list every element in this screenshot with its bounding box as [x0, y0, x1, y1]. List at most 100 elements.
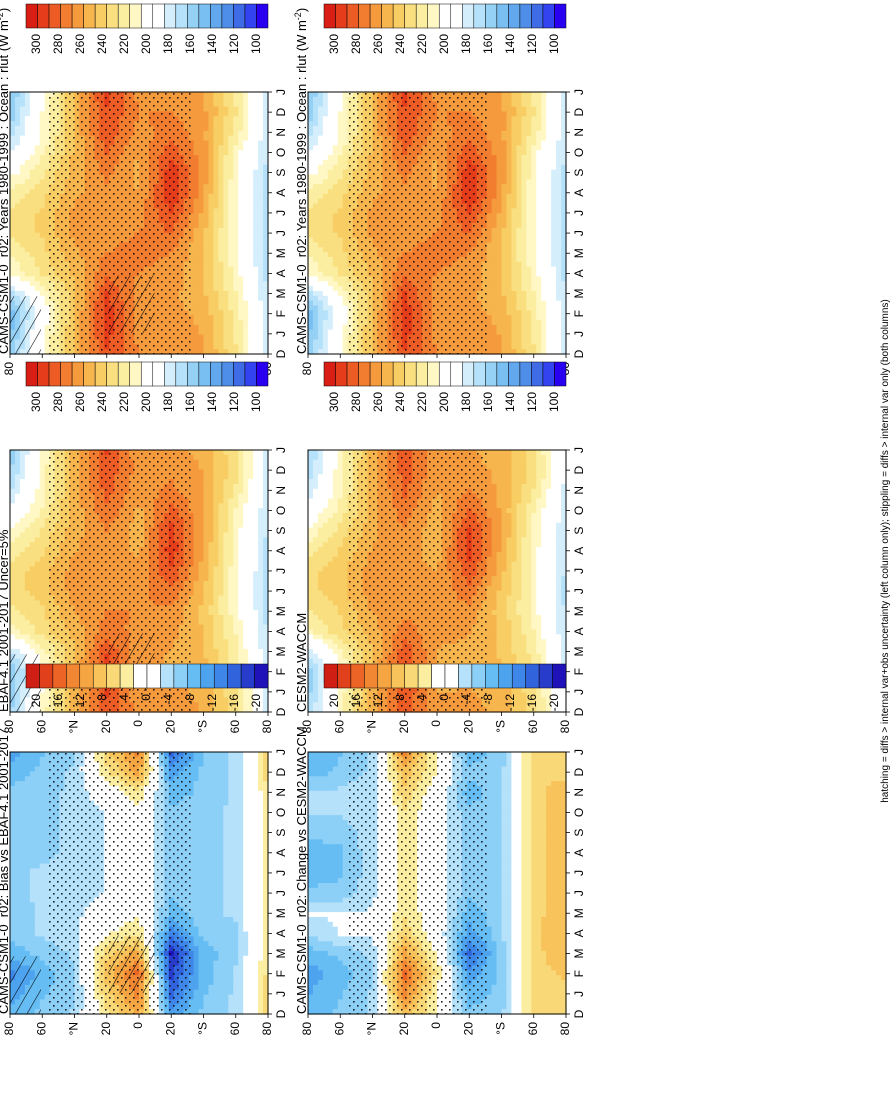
heatmap-cell	[243, 325, 249, 330]
heatmap-cell	[233, 330, 239, 335]
heatmap-cell	[497, 223, 503, 228]
heatmap-cell	[333, 131, 339, 136]
heatmap-cell	[258, 218, 264, 223]
heatmap-cell	[497, 116, 503, 121]
heatmap-cell	[333, 160, 339, 165]
heatmap-cell	[25, 291, 31, 296]
heatmap-cell	[313, 121, 319, 126]
heatmap-cell	[313, 155, 319, 160]
heatmap-cell	[333, 339, 339, 344]
heatmap-cell	[223, 233, 229, 238]
heatmap-cell	[258, 272, 264, 277]
panel-title-end: )	[0, 8, 11, 12]
heatmap-cell	[238, 330, 244, 335]
heatmap-cell	[492, 228, 498, 233]
heatmap-cell	[204, 92, 210, 97]
heatmap-cell	[30, 170, 36, 175]
heatmap-cell	[223, 136, 229, 141]
heatmap-cell	[338, 276, 344, 281]
heatmap-cell	[213, 155, 219, 160]
heatmap-cell	[20, 126, 26, 131]
heatmap-cell	[323, 184, 329, 189]
heatmap-cell	[243, 339, 249, 344]
heatmap-cell	[194, 150, 200, 155]
heatmap-cell	[20, 247, 26, 252]
heatmap-cell	[323, 315, 329, 320]
heatmap-cell	[338, 301, 344, 306]
heatmap-cell	[30, 267, 36, 272]
heatmap-cell	[323, 296, 329, 301]
heatmap-cell	[228, 238, 234, 243]
heatmap-cell	[492, 194, 498, 199]
heatmap-cell	[238, 257, 244, 262]
heatmap-cell	[238, 320, 244, 325]
heatmap-cell	[328, 179, 334, 184]
colorbar-swatch	[256, 4, 268, 28]
heatmap-cell	[204, 111, 210, 116]
heatmap-cell	[253, 131, 259, 136]
heatmap-cell	[258, 136, 264, 141]
heatmap-cell	[40, 208, 46, 213]
heatmap-cell	[213, 126, 219, 131]
heatmap-cell	[492, 344, 498, 349]
heatmap-cell	[338, 257, 344, 262]
heatmap-cell	[194, 184, 200, 189]
colorbar-swatch	[233, 4, 245, 28]
heatmap-cell	[258, 204, 264, 209]
heatmap-cell	[243, 102, 249, 107]
heatmap-cell	[248, 184, 254, 189]
heatmap-cell	[313, 218, 319, 223]
heatmap-cell	[258, 257, 264, 262]
heatmap-cell	[204, 301, 210, 306]
heatmap-cell	[228, 150, 234, 155]
heatmap-cell	[208, 228, 214, 233]
heatmap-cell	[258, 199, 264, 204]
heatmap-cell	[223, 276, 229, 281]
heatmap-cell	[199, 242, 205, 247]
heatmap-cell	[30, 247, 36, 252]
heatmap-cell	[223, 111, 229, 116]
colorbar-swatch	[222, 4, 234, 28]
heatmap-cell	[313, 150, 319, 155]
heatmap-cell	[213, 199, 219, 204]
heatmap-cell	[238, 141, 244, 146]
heatmap-cell	[323, 97, 329, 102]
heatmap-cell	[243, 170, 249, 175]
heatmap-cell	[323, 223, 329, 228]
heatmap-cell	[253, 276, 259, 281]
heatmap-cell	[204, 325, 210, 330]
heatmap-cell	[213, 339, 219, 344]
heatmap-cell	[30, 199, 36, 204]
heatmap-cell	[243, 165, 249, 170]
heatmap-cell	[15, 286, 21, 291]
heatmap-cell	[497, 228, 503, 233]
heatmap-cell	[323, 291, 329, 296]
heatmap-cell	[338, 165, 344, 170]
heatmap-cell	[323, 160, 329, 165]
heatmap-cell	[20, 286, 26, 291]
heatmap-cell	[199, 267, 205, 272]
heatmap-cell	[313, 199, 319, 204]
heatmap-cell	[20, 165, 26, 170]
heatmap-cell	[313, 145, 319, 150]
heatmap-cell	[199, 291, 205, 296]
heatmap-cell	[253, 155, 259, 160]
heatmap-cell	[338, 145, 344, 150]
panel-title-superscript: -2	[0, 12, 5, 20]
heatmap-cell	[323, 262, 329, 267]
heatmap-cell	[258, 131, 264, 136]
heatmap-cell	[328, 111, 334, 116]
heatmap-cell	[338, 228, 344, 233]
heatmap-cell	[492, 179, 498, 184]
heatmap-cell	[318, 301, 324, 306]
heatmap-cell	[35, 267, 41, 272]
heatmap-cell	[218, 141, 224, 146]
heatmap-cell	[20, 218, 26, 223]
colorbar-swatch	[72, 4, 84, 28]
heatmap-cell	[333, 111, 339, 116]
heatmap-cell	[228, 174, 234, 179]
heatmap-cell	[218, 136, 224, 141]
heatmap-cell	[318, 305, 324, 310]
heatmap-cell	[204, 199, 210, 204]
heatmap-cell	[253, 247, 259, 252]
